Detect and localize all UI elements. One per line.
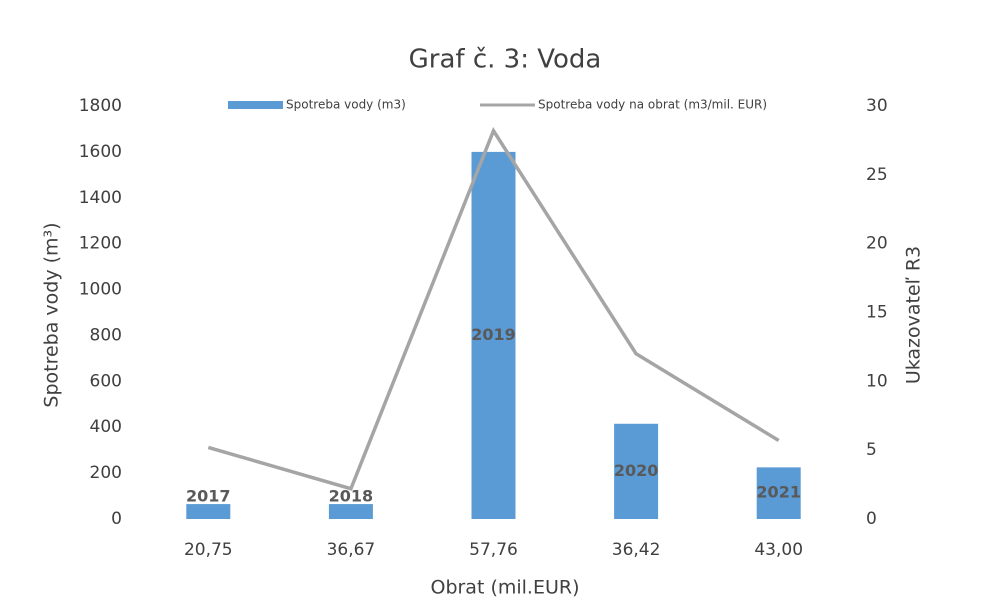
bar [328,504,373,519]
bar-annotation: 2017 [186,487,231,506]
y-tick-label: 200 [90,463,122,483]
y-tick-label: 600 [90,371,122,391]
y-tick-label: 800 [90,325,122,345]
y2-tick-label: 0 [866,509,877,529]
x-tick-label: 43,00 [754,540,803,560]
y2-axis-title: Ukazovateľ R3 [903,246,925,384]
legend-label: Spotreba vody na obrat (m3/mil. EUR) [538,98,767,112]
y2-tick-label: 25 [866,165,888,185]
y-tick-label: 1200 [79,234,122,254]
x-tick-label: 57,76 [469,540,518,560]
bar-annotation: 2021 [756,483,801,502]
y-tick-label: 1800 [79,96,122,116]
bar [186,504,231,519]
y-tick-label: 1400 [79,188,122,208]
bar [756,467,801,519]
x-axis-title: Obrat (mil.EUR) [430,577,579,599]
bar-annotation: 2018 [329,487,374,506]
y-axis-title: Spotreba vody (m³) [41,222,63,407]
y2-tick-label: 5 [866,440,877,460]
chart-title: Graf č. 3: Voda [409,45,602,75]
bar-annotation: 2020 [614,461,659,480]
legend-swatch [228,101,283,109]
bar [471,151,516,519]
y-tick-label: 1000 [79,280,122,300]
y2-tick-label: 15 [866,303,888,323]
y2-tick-label: 30 [866,96,888,116]
y2-tick-label: 10 [866,371,888,391]
bar-annotation: 2019 [471,325,516,344]
bar [614,423,659,519]
legend-label: Spotreba vody (m3) [286,98,406,112]
line [207,126,780,491]
y-tick-label: 1600 [79,142,122,162]
x-tick-label: 20,75 [184,540,233,560]
x-tick-label: 36,67 [327,540,376,560]
y-tick-label: 400 [90,417,122,437]
y-tick-label: 0 [111,509,122,529]
x-tick-label: 36,42 [612,540,661,560]
y2-tick-label: 20 [866,234,888,254]
